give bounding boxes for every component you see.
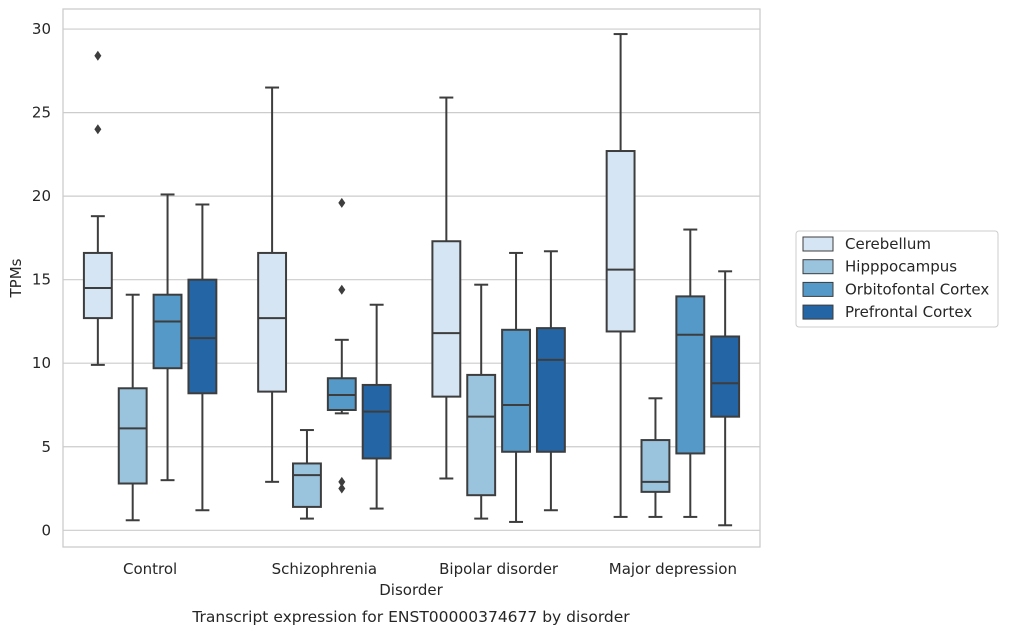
box-group	[292, 429, 322, 520]
legend-label: Prefrontal Cortex	[845, 303, 972, 321]
box	[82, 251, 113, 320]
box	[361, 383, 392, 460]
y-tick-labels: 0 5 10 15 20 25 30	[32, 20, 51, 539]
chart-caption: Transcript expression for ENST0000037467…	[191, 608, 630, 626]
legend-label: Cerebellum	[845, 235, 931, 253]
box	[535, 327, 566, 453]
box-group	[152, 193, 183, 482]
y-tick-label: 20	[32, 187, 51, 205]
box-group	[710, 270, 741, 527]
box	[675, 295, 706, 455]
legend-swatch	[802, 281, 834, 297]
box	[187, 278, 218, 395]
x-tick-label: Schizophrenia	[272, 560, 377, 578]
legend-swatch	[802, 236, 834, 252]
box	[710, 335, 741, 418]
outlier-point	[94, 50, 102, 61]
box	[640, 439, 671, 493]
y-tick-label: 10	[32, 354, 51, 372]
y-tick-label: 30	[32, 20, 51, 38]
box-series	[82, 33, 741, 527]
box-group	[640, 397, 671, 518]
outlier-point	[94, 124, 102, 135]
x-axis-label: Disorder	[379, 581, 443, 599]
legend-label: Orbitofontal Cortex	[845, 280, 989, 298]
box-group	[361, 303, 392, 510]
box-group	[431, 96, 462, 480]
outlier-point	[338, 284, 346, 295]
box-group	[605, 33, 636, 518]
box	[152, 293, 183, 370]
outlier-point	[338, 197, 346, 208]
box	[466, 373, 497, 497]
box-group	[82, 50, 113, 366]
legend-label: Hipppocampus	[845, 258, 957, 276]
y-axis-label: TPMs	[7, 258, 25, 298]
legend-swatch	[802, 259, 834, 275]
x-tick-label: Control	[123, 560, 177, 578]
box-group	[326, 197, 357, 494]
legend: Cerebellum Hipppocampus Orbitofontal Corte…	[795, 230, 999, 328]
box-group	[187, 203, 218, 512]
legend-frame	[795, 230, 999, 328]
y-tick-label: 0	[41, 521, 51, 539]
box	[501, 328, 531, 453]
box-group	[117, 293, 148, 522]
box-group	[257, 86, 288, 483]
box-group	[466, 283, 497, 520]
box-group	[675, 228, 706, 518]
box	[117, 387, 148, 485]
y-tick-label: 15	[32, 271, 51, 289]
box	[292, 462, 322, 508]
x-tick-label: Major depression	[609, 560, 737, 578]
y-tick-label: 5	[41, 438, 51, 456]
box	[257, 251, 288, 393]
box-group	[535, 250, 566, 512]
outlier-point	[338, 483, 346, 494]
box	[605, 150, 636, 333]
x-tick-labels: Control Schizophrenia Bipolar disorder Majo…	[123, 560, 737, 578]
plot-frame	[62, 8, 761, 548]
legend-swatch	[802, 304, 834, 320]
box-group	[501, 251, 531, 523]
y-tick-label: 25	[32, 104, 51, 122]
x-tick-label: Bipolar disorder	[439, 560, 559, 578]
outlier-point	[338, 476, 346, 487]
box	[431, 240, 462, 398]
